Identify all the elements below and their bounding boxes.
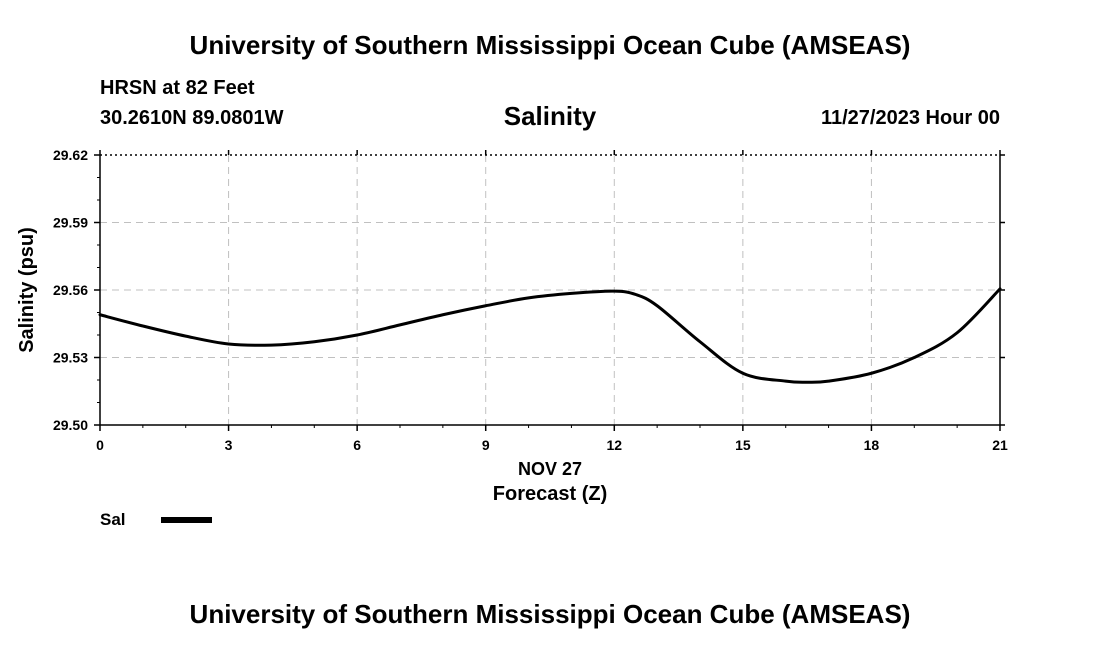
- series-line-sal: [98, 287, 1002, 384]
- coordinates-label: 30.2610N 89.0801W: [100, 107, 284, 129]
- x-tick-label-3: 3: [225, 437, 233, 453]
- legend-swatch-sal: [161, 517, 212, 523]
- x-tick-label-9: 9: [482, 437, 490, 453]
- y-tick-label-0: 29.50: [53, 417, 88, 433]
- x-tick-label-12: 12: [606, 437, 622, 453]
- y-tick-label-1: 29.53: [53, 350, 88, 366]
- page-title: University of Southern Mississippi Ocean…: [189, 30, 911, 60]
- series-layer: [98, 287, 1002, 384]
- y-tick-label-2: 29.56: [53, 282, 88, 298]
- chart-title: Salinity: [503, 101, 597, 131]
- y-tick-label-3: 29.59: [53, 215, 88, 231]
- y-axis-label: Salinity (psu): [16, 227, 38, 353]
- x-tick-label-6: 6: [353, 437, 361, 453]
- grid-lines: [100, 155, 1000, 425]
- x-tick-label-15: 15: [735, 437, 751, 453]
- footer-title: University of Southern Mississippi Ocean…: [189, 599, 911, 629]
- forecast-datetime: 11/27/2023 Hour 00: [820, 107, 1000, 129]
- x-tick-label-0: 0: [96, 437, 104, 453]
- x-tick-label-18: 18: [864, 437, 880, 453]
- legend-entry-sal: Sal: [100, 510, 126, 529]
- tick-labels: 0 3 6 9 12 15 18 21 29.50 29.53 29.56 29.59 29.62 Sal…: [16, 147, 1008, 453]
- station-label: HRSN at 82 Feet: [100, 77, 255, 99]
- y-tick-label-4: 29.62: [53, 147, 88, 163]
- x-tick-label-21: 21: [992, 437, 1008, 453]
- x-date-label: NOV 27: [517, 459, 583, 479]
- x-axis-label: Forecast (Z): [492, 483, 608, 505]
